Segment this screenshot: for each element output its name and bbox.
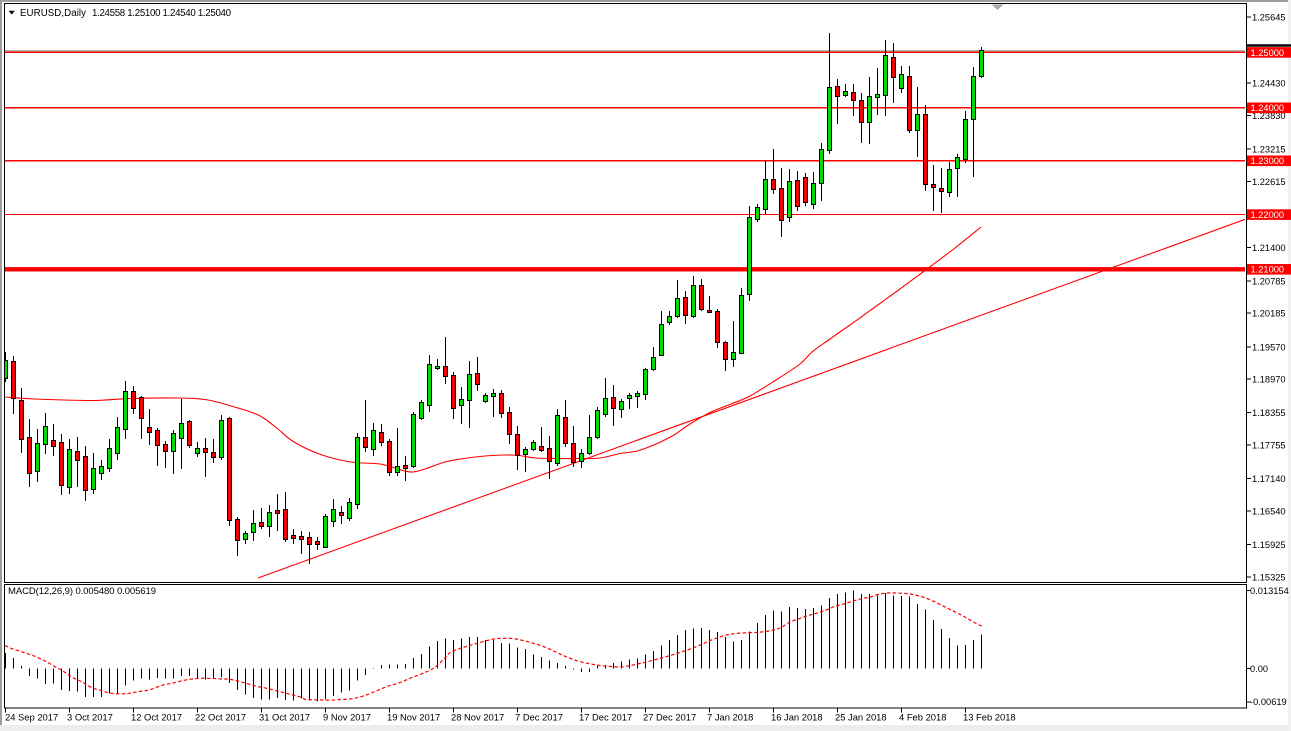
svg-text:1.21400: 1.21400: [1252, 243, 1286, 253]
svg-text:1.15925: 1.15925: [1252, 540, 1286, 550]
svg-text:1.24000: 1.24000: [1251, 103, 1285, 113]
svg-text:1.17755: 1.17755: [1252, 440, 1286, 450]
svg-text:1.21000: 1.21000: [1251, 265, 1285, 275]
svg-text:1.24558 1.25100 1.24540 1.2504: 1.24558 1.25100 1.24540 1.25040: [92, 8, 232, 19]
svg-text:4 Feb 2018: 4 Feb 2018: [899, 712, 946, 723]
svg-text:1.16540: 1.16540: [1252, 506, 1286, 516]
svg-text:1.18970: 1.18970: [1252, 374, 1286, 384]
svg-text:MACD(12,26,9) 0.005480 0.00561: MACD(12,26,9) 0.005480 0.005619: [8, 586, 156, 597]
svg-text:1.25645: 1.25645: [1252, 12, 1286, 22]
svg-text:24 Sep 2017: 24 Sep 2017: [5, 712, 58, 723]
svg-text:EURUSD,Daily: EURUSD,Daily: [20, 8, 86, 19]
svg-text:13 Feb 2018: 13 Feb 2018: [963, 712, 1016, 723]
svg-text:0.00: 0.00: [1250, 664, 1268, 674]
svg-text:16 Jan 2018: 16 Jan 2018: [771, 712, 823, 723]
svg-text:1.19570: 1.19570: [1252, 342, 1286, 352]
svg-text:28 Nov 2017: 28 Nov 2017: [451, 712, 504, 723]
svg-text:17 Dec 2017: 17 Dec 2017: [579, 712, 632, 723]
svg-text:31 Oct 2017: 31 Oct 2017: [259, 712, 310, 723]
svg-text:7 Jan 2018: 7 Jan 2018: [707, 712, 753, 723]
svg-text:1.18355: 1.18355: [1252, 408, 1286, 418]
svg-text:1.25000: 1.25000: [1251, 48, 1285, 58]
svg-text:1.23000: 1.23000: [1251, 156, 1285, 166]
svg-text:7 Dec 2017: 7 Dec 2017: [515, 712, 563, 723]
svg-text:1.17140: 1.17140: [1252, 474, 1286, 484]
svg-text:3 Oct 2017: 3 Oct 2017: [67, 712, 113, 723]
svg-text:25 Jan 2018: 25 Jan 2018: [835, 712, 887, 723]
svg-text:27 Dec 2017: 27 Dec 2017: [643, 712, 696, 723]
svg-text:1.24430: 1.24430: [1252, 78, 1286, 88]
svg-text:22 Oct 2017: 22 Oct 2017: [195, 712, 246, 723]
svg-text:12 Oct 2017: 12 Oct 2017: [131, 712, 182, 723]
svg-text:1.23215: 1.23215: [1252, 144, 1286, 154]
svg-text:1.22000: 1.22000: [1251, 210, 1285, 220]
svg-text:1.20785: 1.20785: [1252, 276, 1286, 286]
svg-text:1.23830: 1.23830: [1252, 111, 1286, 121]
svg-text:0.013154: 0.013154: [1250, 586, 1289, 596]
svg-text:19 Nov 2017: 19 Nov 2017: [387, 712, 440, 723]
svg-text:1.22615: 1.22615: [1252, 177, 1286, 187]
svg-text:-0.00619: -0.00619: [1250, 697, 1287, 707]
svg-text:9 Nov 2017: 9 Nov 2017: [323, 712, 371, 723]
svg-text:1.20185: 1.20185: [1252, 308, 1286, 318]
svg-text:1.15325: 1.15325: [1252, 572, 1286, 582]
